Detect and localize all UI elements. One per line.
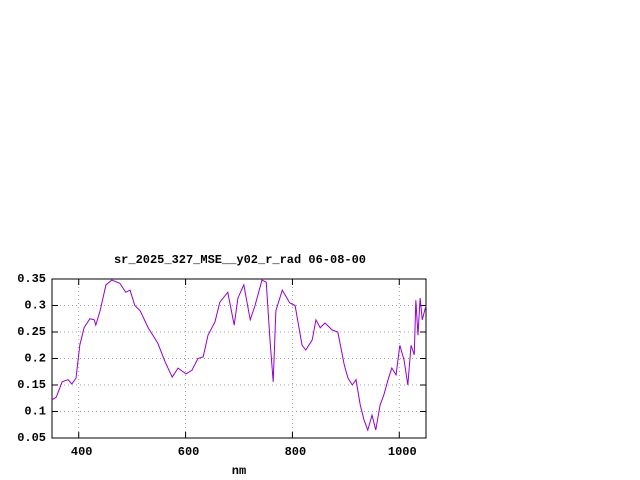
data-line <box>51 279 427 432</box>
plot-border <box>51 278 427 439</box>
y-tick-label: 0.05 <box>17 431 46 445</box>
y-tick-label: 0.1 <box>24 405 46 419</box>
y-tick-label: 0.35 <box>17 272 46 286</box>
x-tick-label: 1000 <box>388 445 417 459</box>
x-tick-label: 600 <box>178 445 200 459</box>
x-tick-label: 800 <box>285 445 307 459</box>
y-tick-label: 0.2 <box>24 352 46 366</box>
y-tick-label: 0.15 <box>17 378 46 392</box>
x-axis-label: nm <box>232 464 246 478</box>
x-tick-label: 400 <box>71 445 93 459</box>
y-tick-label: 0.25 <box>17 325 46 339</box>
chart-title: sr_2025_327_MSE__y02_r_rad 06-08-00 <box>114 253 366 267</box>
y-tick-label: 0.3 <box>24 299 46 313</box>
